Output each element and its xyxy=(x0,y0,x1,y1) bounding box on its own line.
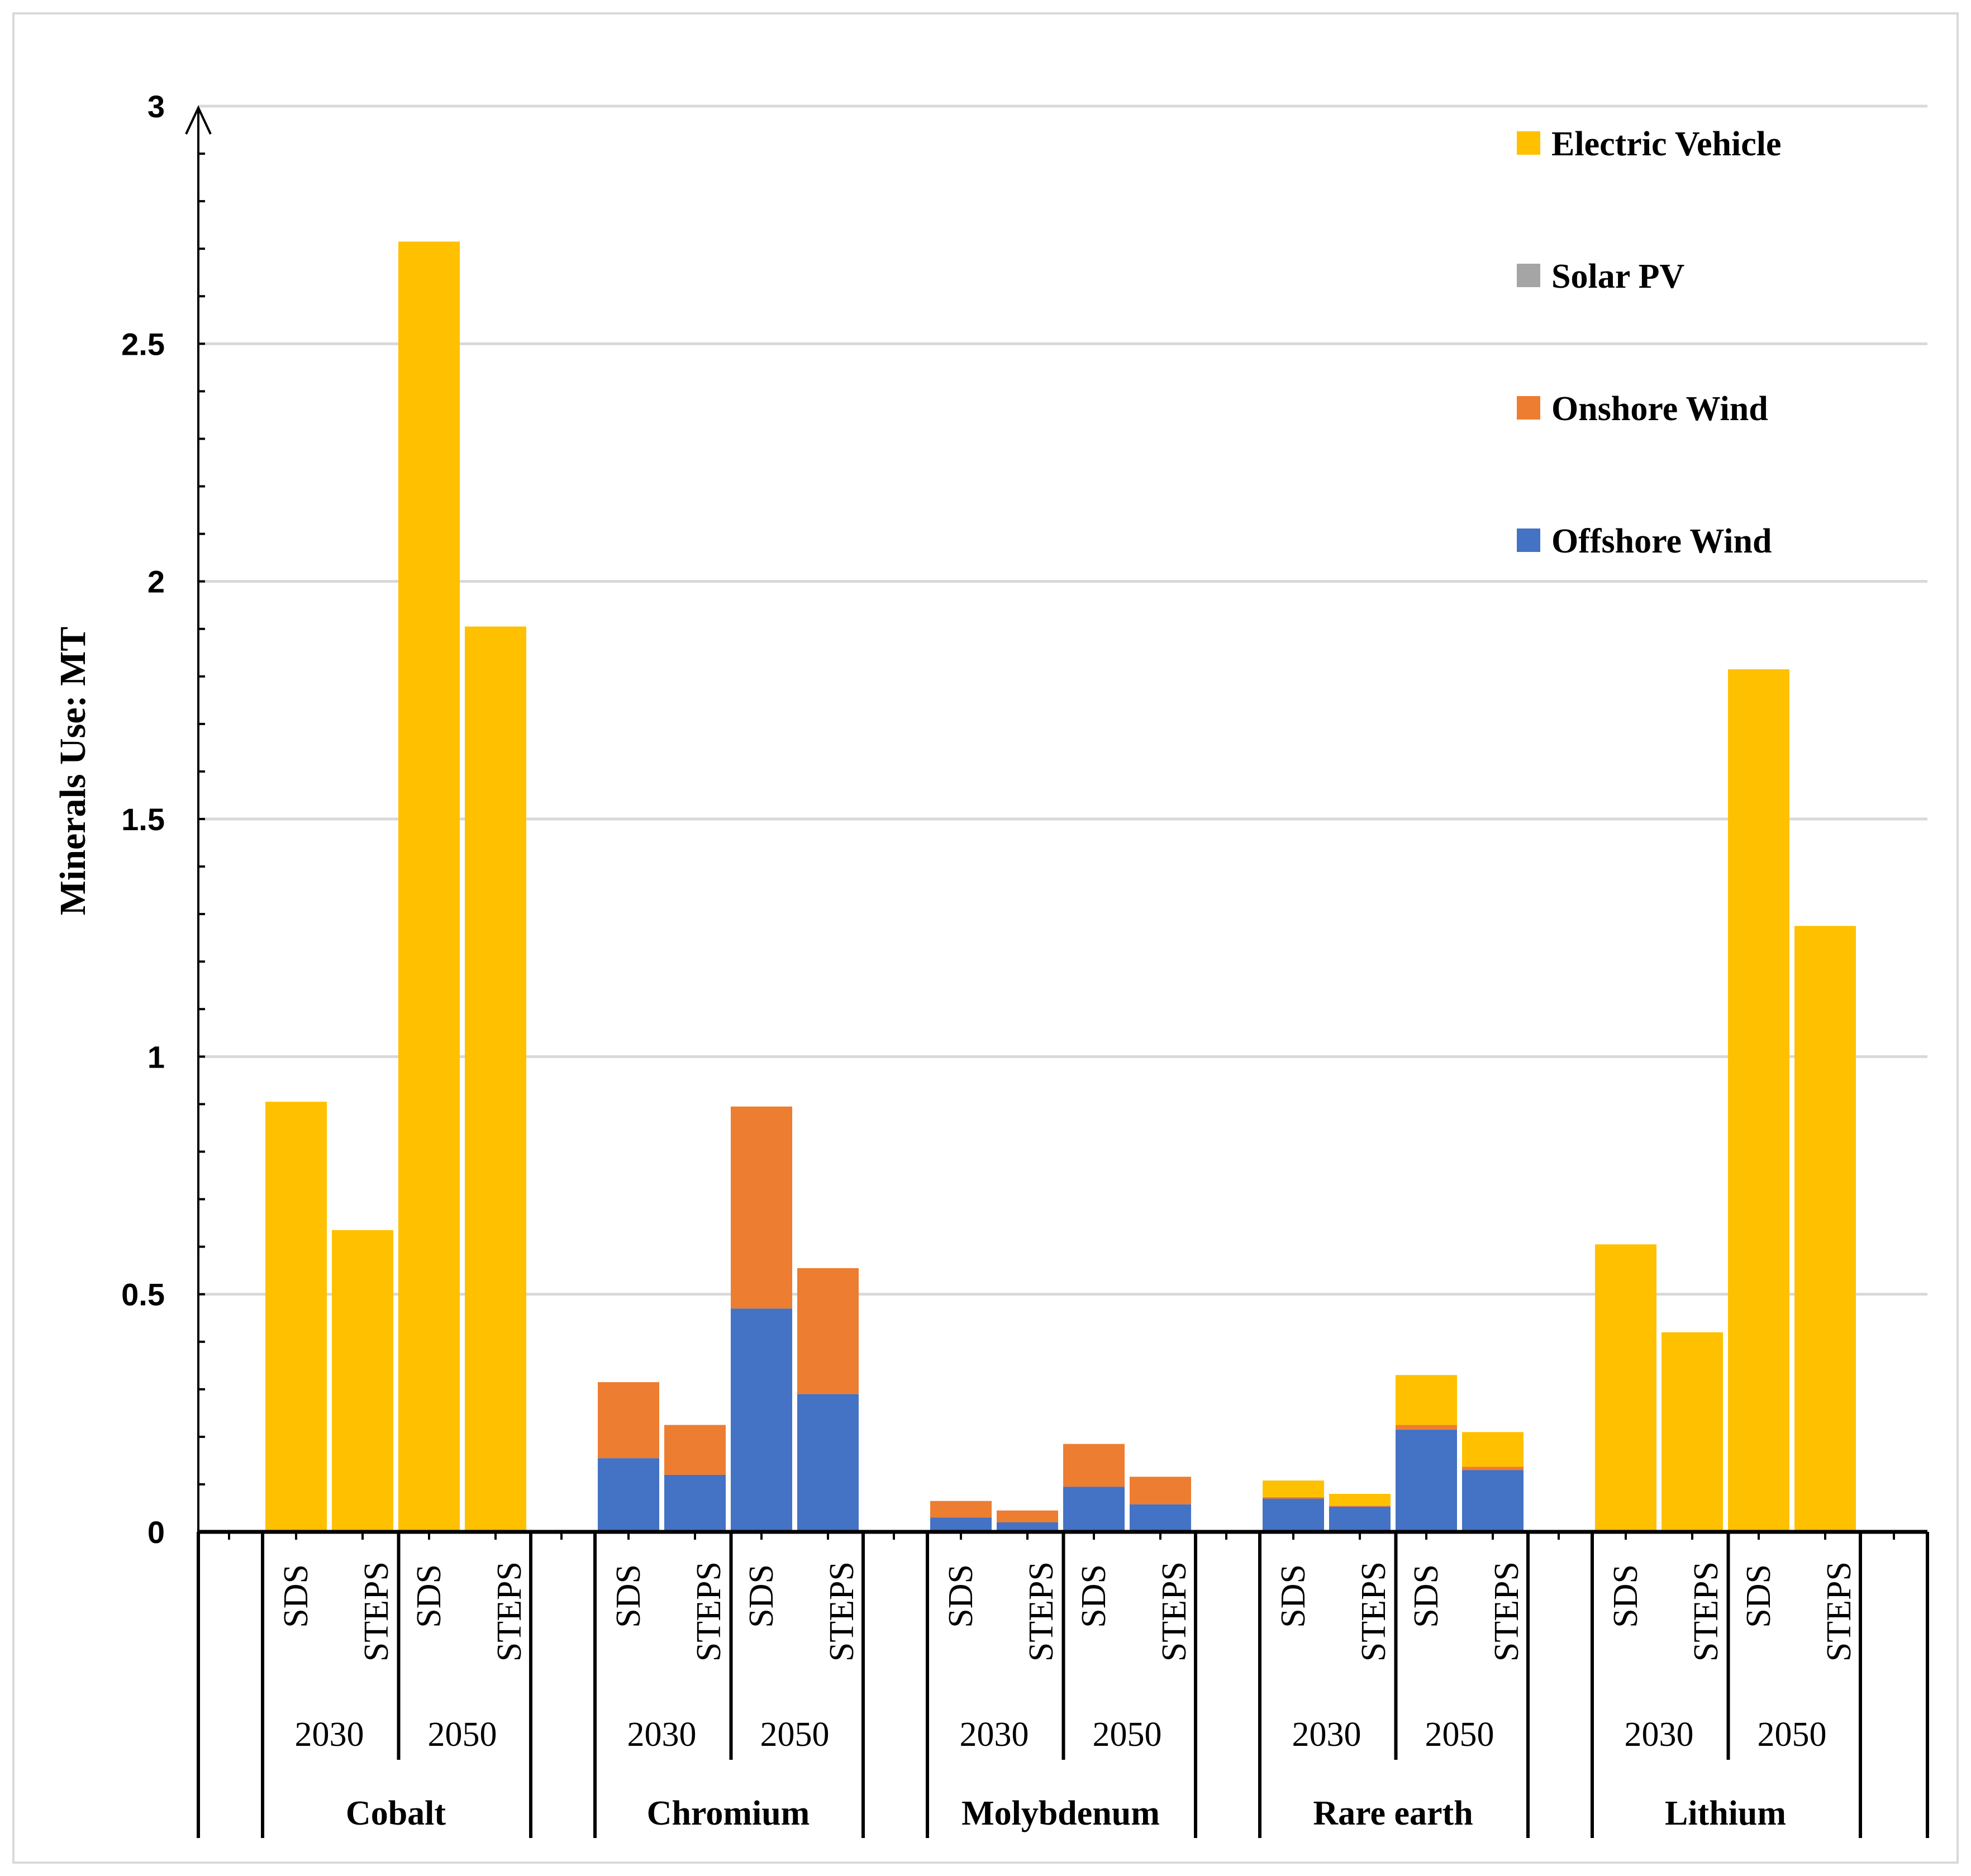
axes: 0 0.5 1 1.5 2 2.5 3 xyxy=(121,89,1929,1838)
bar-chromium-2030-steps-onshore-wind xyxy=(664,1425,726,1475)
x-axis-labels: SDS STEPS SDS STEPS SDS STEPS SDS STEPS SDS STEPS… xyxy=(277,1561,1858,1832)
x-year-label-molybdenum-2030: 2030 xyxy=(960,1716,1029,1754)
x-scenario-label-chromium-2030-steps: STEPS xyxy=(690,1561,728,1661)
bar-rare-earth-2050-steps-offshore-wind xyxy=(1462,1470,1524,1532)
bar-molybdenum-2050-sds-onshore-wind xyxy=(1063,1444,1125,1487)
y-tick-label-1: 1 xyxy=(147,1039,165,1074)
bar-molybdenum-2050-sds-offshore-wind xyxy=(1063,1487,1125,1532)
legend-swatch-solar-pv xyxy=(1517,264,1540,287)
x-category-label-cobalt: Cobalt xyxy=(346,1794,446,1832)
bar-rare-earth-2030-sds-electric-vehicle xyxy=(1263,1480,1324,1497)
y-tick-label-2: 2 xyxy=(147,564,165,599)
x-scenario-label-cobalt-2030-sds: SDS xyxy=(277,1564,315,1628)
x-scenario-label-molybdenum-2030-sds: SDS xyxy=(942,1564,980,1628)
y-tick-label-2-5: 2.5 xyxy=(121,326,165,361)
bar-molybdenum-2030-sds-offshore-wind xyxy=(930,1517,992,1532)
x-scenario-label-rare-earth-2050-sds: SDS xyxy=(1407,1564,1445,1628)
y-tick-label-3: 3 xyxy=(147,89,165,124)
bar-lithium-2050-sds-electric-vehicle xyxy=(1728,669,1789,1532)
legend-label-onshore-wind: Onshore Wind xyxy=(1551,390,1768,428)
legend-swatch-electric-vehicle xyxy=(1517,131,1540,155)
bar-chromium-2050-steps-offshore-wind xyxy=(797,1394,859,1532)
legend-swatch-onshore-wind xyxy=(1517,396,1540,420)
bar-rare-earth-2030-sds-offshore-wind xyxy=(1263,1498,1324,1532)
x-year-label-molybdenum-2050: 2050 xyxy=(1093,1716,1162,1754)
x-scenario-label-chromium-2050-sds: SDS xyxy=(742,1564,780,1628)
legend-label-electric-vehicle: Electric Vehicle xyxy=(1551,125,1781,163)
legend: Electric Vehicle Solar PV Onshore Wind Offs… xyxy=(1517,125,1781,560)
bar-rare-earth-2050-sds-electric-vehicle xyxy=(1396,1375,1457,1425)
legend-swatch-offshore-wind xyxy=(1517,528,1540,552)
legend-label-solar-pv: Solar PV xyxy=(1551,258,1684,296)
bar-cobalt-2030-steps-electric-vehicle xyxy=(332,1230,393,1532)
bar-rare-earth-2030-steps-onshore-wind xyxy=(1329,1506,1391,1507)
x-year-label-chromium-2050: 2050 xyxy=(760,1716,830,1754)
x-category-label-rare-earth: Rare earth xyxy=(1313,1794,1473,1832)
x-scenario-label-lithium-2030-sds: SDS xyxy=(1607,1564,1645,1628)
x-year-label-rare-earth-2050: 2050 xyxy=(1425,1716,1494,1754)
x-year-label-lithium-2050: 2050 xyxy=(1758,1716,1827,1754)
x-scenario-label-molybdenum-2050-steps: STEPS xyxy=(1155,1561,1193,1661)
x-scenario-label-lithium-2050-steps: STEPS xyxy=(1820,1561,1858,1661)
bar-cobalt-2050-steps-electric-vehicle xyxy=(465,626,526,1532)
x-year-label-lithium-2030: 2030 xyxy=(1625,1716,1694,1754)
bar-chromium-2030-steps-offshore-wind xyxy=(664,1474,726,1532)
x-scenario-label-lithium-2030-steps: STEPS xyxy=(1687,1561,1725,1661)
bars xyxy=(265,241,1856,1532)
bar-chromium-2030-sds-onshore-wind xyxy=(598,1382,659,1459)
bar-lithium-2030-sds-electric-vehicle xyxy=(1595,1244,1656,1532)
bar-cobalt-2050-sds-electric-vehicle xyxy=(398,241,460,1532)
bar-lithium-2050-steps-electric-vehicle xyxy=(1794,926,1856,1532)
x-scenario-label-lithium-2050-sds: SDS xyxy=(1740,1564,1778,1628)
x-scenario-label-cobalt-2050-steps: STEPS xyxy=(491,1561,529,1661)
x-scenario-label-cobalt-2030-steps: STEPS xyxy=(358,1561,396,1661)
y-tick-label-0: 0 xyxy=(147,1515,165,1550)
legend-label-offshore-wind: Offshore Wind xyxy=(1551,522,1772,560)
bar-rare-earth-2050-steps-onshore-wind xyxy=(1462,1466,1524,1470)
x-scenario-label-chromium-2030-sds: SDS xyxy=(610,1564,648,1628)
bar-rare-earth-2030-sds-onshore-wind xyxy=(1263,1497,1324,1499)
x-scenario-label-chromium-2050-steps: STEPS xyxy=(823,1561,861,1661)
x-scenario-label-molybdenum-2030-steps: STEPS xyxy=(1022,1561,1060,1661)
bar-molybdenum-2030-steps-offshore-wind xyxy=(997,1522,1058,1532)
bar-chromium-2030-sds-offshore-wind xyxy=(598,1458,659,1532)
chart-frame xyxy=(12,12,1959,1864)
x-year-label-chromium-2030: 2030 xyxy=(627,1716,697,1754)
y-axis-title: Minerals Use: MT xyxy=(53,627,93,916)
y-axis-arrow xyxy=(185,105,212,135)
bar-molybdenum-2030-sds-onshore-wind xyxy=(930,1501,992,1518)
y-tick-label-0-5: 0.5 xyxy=(121,1277,165,1312)
bar-lithium-2030-steps-electric-vehicle xyxy=(1661,1332,1723,1532)
bar-molybdenum-2030-steps-onshore-wind xyxy=(997,1510,1058,1522)
x-scenario-label-rare-earth-2050-steps: STEPS xyxy=(1488,1561,1526,1661)
bar-rare-earth-2030-steps-offshore-wind xyxy=(1329,1506,1391,1532)
bar-rare-earth-2030-steps-electric-vehicle xyxy=(1329,1493,1391,1506)
x-year-label-cobalt-2030: 2030 xyxy=(295,1716,364,1754)
x-year-label-rare-earth-2030: 2030 xyxy=(1292,1716,1361,1754)
x-scenario-label-molybdenum-2050-sds: SDS xyxy=(1075,1564,1113,1628)
bar-chromium-2050-sds-offshore-wind xyxy=(731,1308,792,1532)
bar-chromium-2050-steps-onshore-wind xyxy=(797,1268,859,1394)
bar-chromium-2050-sds-onshore-wind xyxy=(731,1106,792,1309)
x-scenario-label-rare-earth-2030-steps: STEPS xyxy=(1355,1561,1393,1661)
x-category-label-chromium: Chromium xyxy=(647,1794,810,1832)
bar-rare-earth-2050-sds-offshore-wind xyxy=(1396,1430,1457,1532)
bar-cobalt-2030-sds-electric-vehicle xyxy=(265,1102,327,1532)
x-year-label-cobalt-2050: 2050 xyxy=(428,1716,497,1754)
x-scenario-label-cobalt-2050-sds: SDS xyxy=(410,1564,448,1628)
x-category-label-molybdenum: Molybdenum xyxy=(961,1794,1160,1832)
bar-molybdenum-2050-steps-onshore-wind xyxy=(1130,1477,1191,1504)
bar-rare-earth-2050-steps-electric-vehicle xyxy=(1462,1432,1524,1467)
x-category-label-lithium: Lithium xyxy=(1665,1794,1786,1832)
bar-molybdenum-2050-steps-offshore-wind xyxy=(1130,1504,1191,1532)
y-tick-label-1-5: 1.5 xyxy=(121,802,165,837)
x-scenario-label-rare-earth-2030-sds: SDS xyxy=(1274,1564,1312,1628)
bar-rare-earth-2050-sds-onshore-wind xyxy=(1396,1425,1457,1430)
